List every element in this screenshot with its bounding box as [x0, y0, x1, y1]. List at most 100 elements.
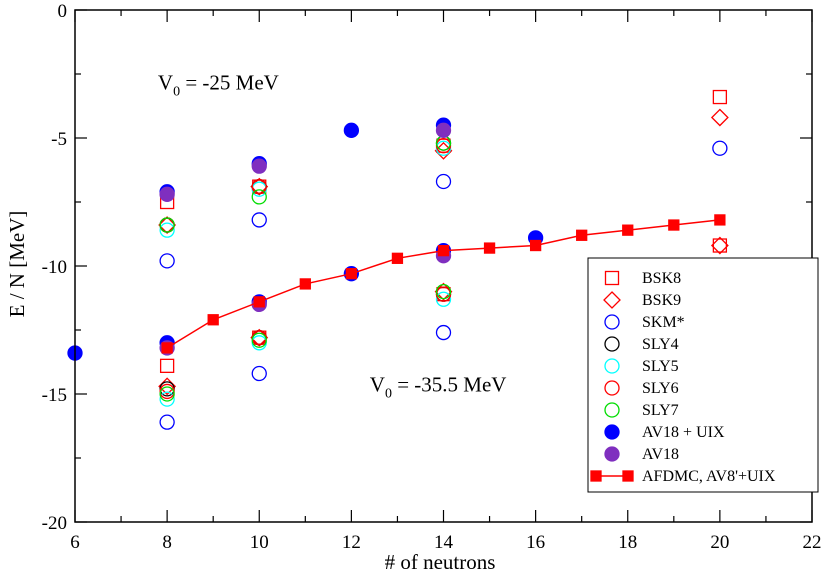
annotations: V0 = -25 MeV V0 = -35.5 MeV	[158, 70, 507, 401]
series-skm	[159, 140, 728, 430]
data-point-av18	[159, 186, 175, 202]
data-point-sly5	[159, 391, 175, 407]
legend: BSK8 BSK9 SKM* SLY4 SLY5 SLY6 SLY7 AV18 + UIX AV…	[587, 257, 819, 493]
data-point-skm	[435, 324, 452, 341]
data-point-afdmc-av8-uix	[529, 239, 542, 252]
data-point-sly7	[159, 386, 175, 402]
legend-marker	[604, 314, 620, 330]
x-tick-label: 12	[342, 532, 361, 553]
legend-items: BSK8 BSK9 SKM* SLY4 SLY5 SLY6 SLY7 AV18 + UIX AV…	[590, 270, 776, 485]
x-tick-label: 22	[803, 532, 822, 553]
data-point-afdmc-av8-uix	[437, 244, 450, 257]
data-point-sly7	[251, 332, 267, 348]
legend-item-sly6: SLY6	[604, 380, 679, 397]
series-afdmc-av8-uix	[161, 214, 726, 354]
legend-item-bsk8: BSK8	[604, 270, 681, 287]
x-tick-label: 16	[526, 532, 545, 553]
data-point-bsk8	[712, 238, 728, 253]
legend-marker	[604, 424, 620, 440]
annotation-v0-minus-25-main: V	[158, 70, 173, 94]
data-point-bsk8	[712, 89, 728, 105]
data-point-skm	[712, 140, 728, 156]
y-axis-title: E / N [MeV]	[5, 211, 29, 318]
legend-label: AV18	[642, 446, 679, 463]
data-point-bsk9	[710, 108, 729, 127]
data-point-afdmc-av8-uix	[161, 342, 173, 354]
annotation-v0-minus-35-5-rest: = -35.5 MeV	[392, 372, 507, 396]
annotation-v0-minus-35-5: V0 = -35.5 MeV	[370, 372, 507, 401]
legend-marker	[604, 358, 620, 374]
data-point-av18-uix	[343, 122, 360, 138]
y-tick-label: -10	[42, 257, 67, 278]
annotation-v0-minus-25: V0 = -25 MeV	[158, 70, 279, 99]
data-point-afdmc-av8-uix	[253, 296, 265, 308]
data-point-afdmc-av8-uix	[299, 278, 311, 290]
data-point-skm	[159, 253, 175, 269]
data-point-sly7	[159, 217, 175, 233]
legend-marker	[604, 336, 620, 352]
x-tick-label: 14	[434, 532, 454, 553]
legend-item-afdmc-av8-uix: AFDMC, AV8'+UIX	[590, 468, 776, 485]
legend-marker	[604, 380, 620, 396]
data-point-sly6	[251, 178, 267, 195]
legend-marker	[603, 291, 621, 309]
tick-labels-layer: 6 8 10 12 14 16 18 20 22 0 -5 -10 -15 -20	[42, 1, 822, 553]
data-point-afdmc-av8-uix	[668, 219, 680, 231]
data-point-skm	[159, 414, 175, 430]
legend-marker	[590, 470, 602, 482]
data-point-afdmc-av8-uix	[391, 252, 404, 264]
legend-label: SLY6	[642, 380, 679, 397]
legend-marker	[622, 470, 634, 482]
y-tick-label: 0	[58, 1, 68, 22]
legend-label: SLY4	[642, 336, 679, 353]
legend-item-skm: SKM*	[604, 314, 685, 331]
legend-item-bsk9: BSK9	[603, 291, 681, 309]
data-point-sly7	[251, 189, 267, 205]
legend-label: SKM*	[642, 314, 685, 331]
x-axis-title: # of neutrons	[385, 550, 496, 574]
y-tick-label: -5	[51, 129, 67, 150]
data-point-skm	[435, 173, 452, 190]
x-tick-label: 10	[250, 532, 269, 553]
legend-item-sly5: SLY5	[604, 358, 679, 375]
data-point-av18	[251, 158, 267, 174]
data-point-sly5	[159, 222, 175, 238]
annotation-v0-minus-25-rest: = -25 MeV	[180, 70, 279, 94]
data-point-bsk9	[710, 236, 729, 255]
legend-marker	[604, 446, 620, 462]
annotation-v0-minus-25-sub: 0	[173, 84, 180, 99]
data-point-afdmc-av8-uix	[483, 242, 496, 254]
data-point-afdmc-av8-uix	[207, 314, 219, 326]
y-tick-label: -15	[42, 385, 67, 406]
data-point-sly5	[435, 291, 452, 307]
data-point-afdmc-av8-uix	[345, 268, 358, 280]
legend-label: SLY5	[642, 358, 679, 375]
legend-label: SLY7	[642, 402, 679, 419]
x-tick-label: 18	[618, 532, 637, 553]
data-point-bsk8	[159, 358, 175, 373]
annotation-v0-minus-35-5-main: V	[370, 372, 385, 396]
x-tick-label: 20	[710, 532, 729, 553]
legend-item-av18-uix: AV18 + UIX	[604, 424, 725, 441]
data-point-av18	[435, 122, 452, 138]
legend-label: BSK8	[642, 270, 681, 287]
data-point-sly7	[435, 283, 452, 300]
legend-box	[587, 257, 819, 493]
data-point-afdmc-av8-uix	[576, 229, 588, 241]
data-point-bsk9	[158, 216, 177, 234]
legend-item-av18: AV18	[604, 446, 679, 463]
legend-marker	[604, 402, 620, 418]
data-point-afdmc-av8-uix	[622, 224, 634, 236]
annotation-v0-minus-35-5-sub: 0	[385, 386, 392, 401]
series-layer	[67, 89, 729, 430]
data-point-afdmc-av8-uix	[714, 214, 726, 226]
x-tick-label: 8	[162, 532, 172, 553]
data-point-skm	[251, 212, 267, 228]
x-tick-label: 6	[70, 532, 80, 553]
legend-item-sly4: SLY4	[604, 336, 679, 353]
y-tick-label: -20	[42, 513, 67, 534]
legend-marker	[604, 270, 620, 286]
legend-label: AV18 + UIX	[642, 424, 725, 441]
data-point-skm	[251, 365, 267, 382]
